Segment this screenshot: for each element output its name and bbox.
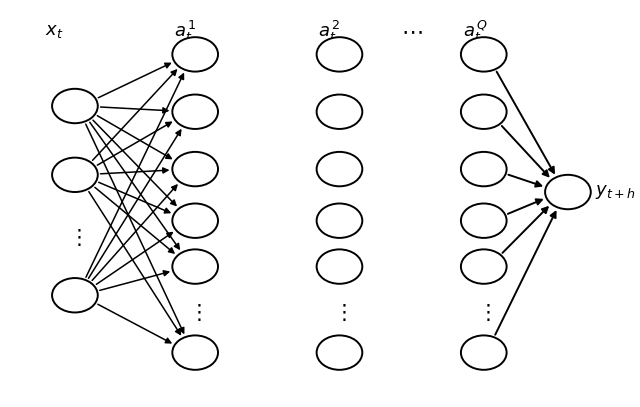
Ellipse shape [172,204,218,238]
Text: $x_t$: $x_t$ [45,22,63,40]
Ellipse shape [461,152,507,186]
Ellipse shape [461,249,507,284]
Ellipse shape [461,335,507,370]
Text: $\vdots$: $\vdots$ [68,228,82,248]
Ellipse shape [172,37,218,72]
Ellipse shape [172,152,218,186]
Text: $a_t^{\,Q}$: $a_t^{\,Q}$ [463,19,488,44]
Ellipse shape [317,152,362,186]
Ellipse shape [172,249,218,284]
Text: $\vdots$: $\vdots$ [188,302,202,323]
Ellipse shape [317,204,362,238]
Ellipse shape [461,204,507,238]
Ellipse shape [461,37,507,72]
Ellipse shape [52,158,98,192]
Text: $y_{t+h}$: $y_{t+h}$ [595,183,636,201]
Ellipse shape [317,94,362,129]
Text: $\vdots$: $\vdots$ [333,302,346,323]
Ellipse shape [461,94,507,129]
Text: $\cdots$: $\cdots$ [401,22,422,42]
Ellipse shape [317,335,362,370]
Ellipse shape [172,335,218,370]
Ellipse shape [52,89,98,123]
Ellipse shape [52,278,98,313]
Text: $a_t^{\,2}$: $a_t^{\,2}$ [319,19,341,44]
Ellipse shape [545,175,591,209]
Text: $a_t^{\,1}$: $a_t^{\,1}$ [174,19,197,44]
Ellipse shape [317,249,362,284]
Ellipse shape [317,37,362,72]
Text: $\vdots$: $\vdots$ [477,302,490,323]
Ellipse shape [172,94,218,129]
